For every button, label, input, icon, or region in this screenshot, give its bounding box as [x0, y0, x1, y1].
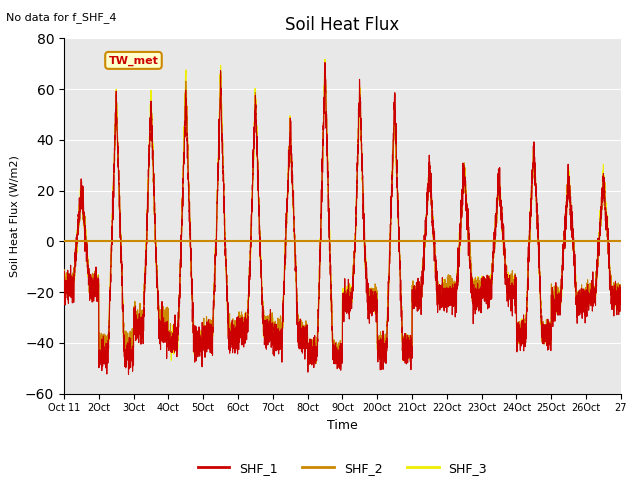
Legend: SHF_1, SHF_2, SHF_3: SHF_1, SHF_2, SHF_3: [193, 456, 492, 480]
Text: TW_met: TW_met: [109, 55, 159, 66]
Y-axis label: Soil Heat Flux (W/m2): Soil Heat Flux (W/m2): [10, 155, 19, 277]
X-axis label: Time: Time: [327, 419, 358, 432]
Title: Soil Heat Flux: Soil Heat Flux: [285, 16, 399, 34]
Text: No data for f_SHF_4: No data for f_SHF_4: [6, 12, 117, 23]
